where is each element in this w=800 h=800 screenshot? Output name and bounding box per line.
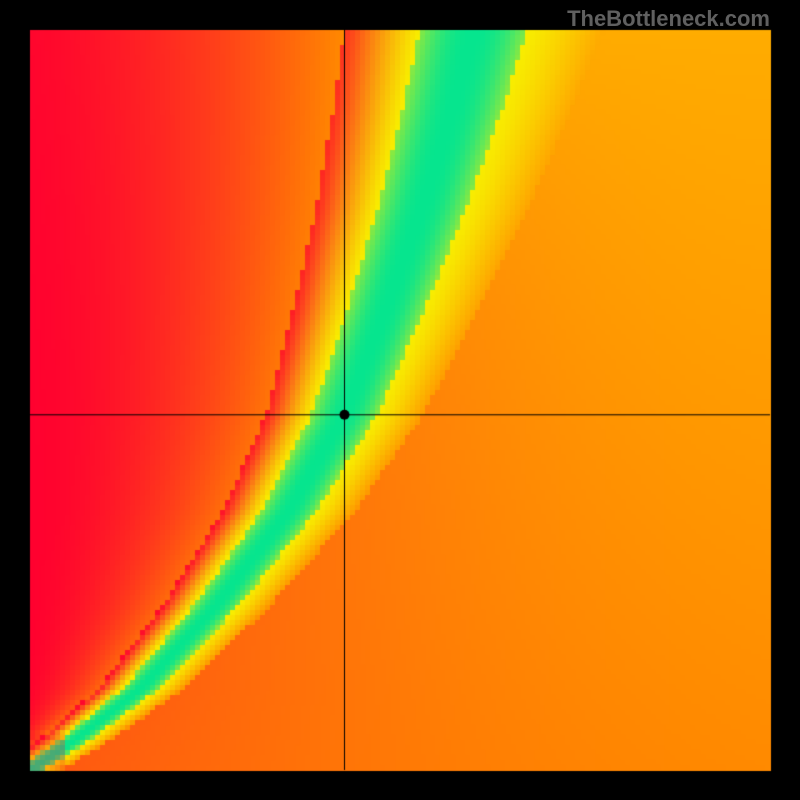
bottleneck-heatmap: [0, 0, 800, 800]
watermark-text: TheBottleneck.com: [567, 6, 770, 32]
chart-container: TheBottleneck.com: [0, 0, 800, 800]
